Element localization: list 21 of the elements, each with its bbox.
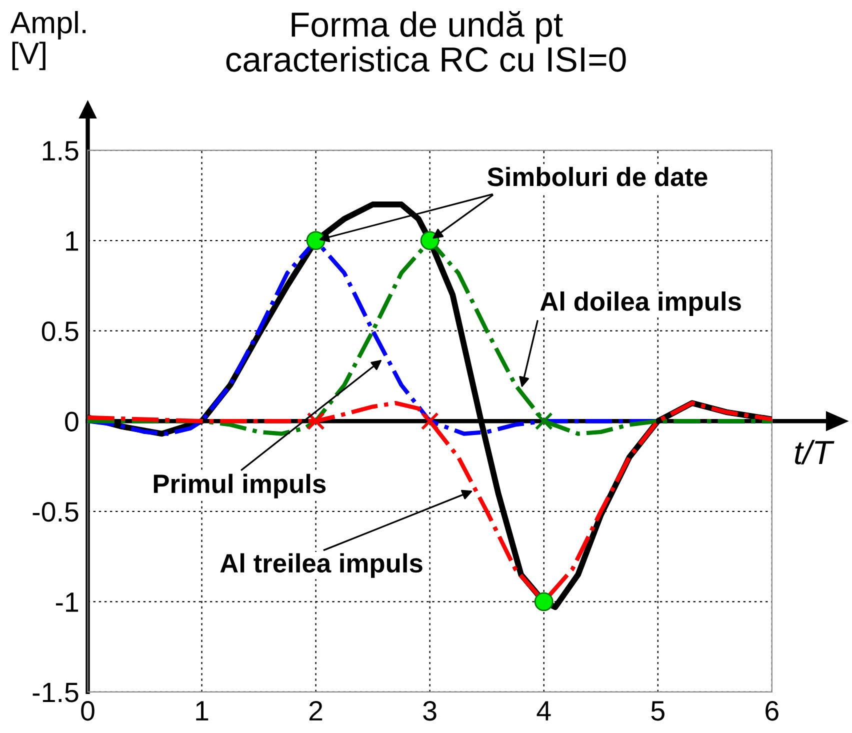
- x-tick-label: 2: [309, 701, 322, 720]
- x-tick-label: 4: [536, 701, 551, 720]
- x-tick-label: 6: [766, 701, 778, 721]
- y-tick-label: 0: [65, 412, 78, 432]
- x-tick-label: 3: [423, 701, 436, 721]
- annotation: Primul impuls: [154, 474, 326, 498]
- y-tick-label: -1: [56, 592, 78, 612]
- y-tick-label: 0.5: [42, 321, 78, 342]
- y-tick-label: 1.5: [42, 141, 78, 161]
- chart-title: Forma de undă pt caracteristica RC cu ISI=0: [226, 10, 626, 72]
- annotation: Simboluri de date: [488, 166, 708, 186]
- annotation: Al treilea impuls: [220, 553, 422, 578]
- y-tick-label: 1: [66, 232, 78, 251]
- x-tick-label: 1: [196, 701, 208, 720]
- x-axis-title: t/T: [795, 440, 834, 464]
- x-tick-label: 0: [81, 701, 94, 721]
- y-tick-label: -0.5: [32, 502, 78, 522]
- annotation: Al doilea impuls: [540, 291, 741, 316]
- y-tick-label: -1.5: [32, 682, 78, 702]
- x-tick-label: 5: [651, 701, 664, 721]
- y-axis-title: Ampl. [V]: [10, 10, 86, 70]
